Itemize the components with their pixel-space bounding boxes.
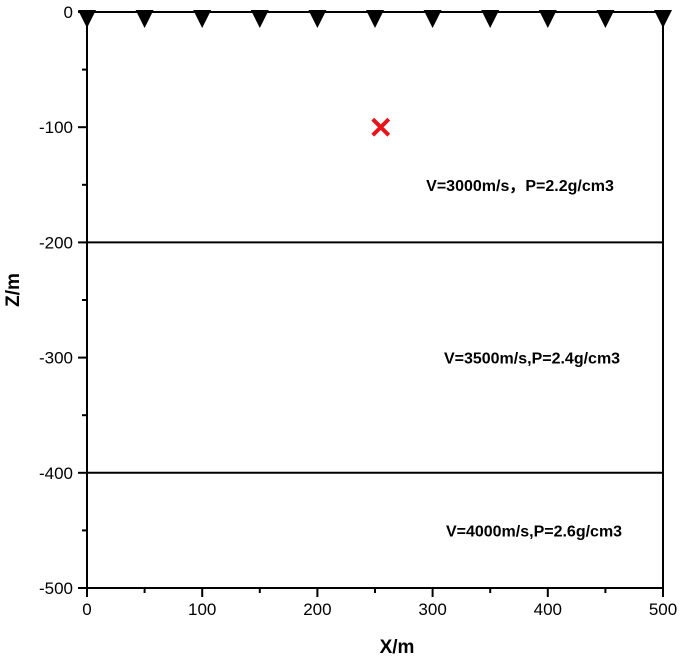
z-tick-label: -300	[39, 349, 73, 368]
layer-label: V=4000m/s,P=2.6g/cm3	[446, 523, 622, 540]
z-ticks	[78, 11, 87, 589]
x-axis-title: X/m	[380, 637, 415, 658]
inverted-triangle-icon	[481, 10, 500, 28]
x-tick-label: 500	[649, 600, 677, 619]
inverted-triangle-icon	[308, 10, 327, 28]
z-tick-label: -100	[39, 118, 73, 137]
plot-frame	[86, 11, 664, 589]
layer-label: V=3000m/s，P=2.2g/cm3	[426, 178, 614, 195]
inverted-triangle-icon	[78, 10, 96, 28]
x-cross-icon	[371, 117, 391, 137]
z-tick-label: 0	[64, 3, 73, 22]
interface-lines	[87, 241, 663, 474]
source-marker	[371, 117, 391, 137]
x-tick-labels: 0 100 200 300 400 500	[82, 600, 677, 619]
z-tick-label: -500	[39, 579, 73, 598]
z-tick-label: -200	[39, 233, 73, 252]
source-cross-stroke	[371, 117, 391, 137]
inverted-triangle-icon	[250, 10, 269, 28]
receiver-markers	[78, 10, 672, 28]
inverted-triangle-icon	[423, 10, 442, 28]
x-ticks	[86, 588, 664, 597]
x-tick-label: 0	[82, 600, 91, 619]
x-tick-label: 200	[303, 600, 331, 619]
layer-labels: V=3000m/s，P=2.2g/cm3 V=3500m/s,P=2.4g/cm…	[426, 178, 622, 541]
inverted-triangle-icon	[596, 10, 615, 28]
inverted-triangle-icon	[366, 10, 384, 28]
z-axis-title: Z/m	[3, 273, 24, 307]
inverted-triangle-icon	[193, 10, 212, 28]
z-tick-labels: 0 -100 -200 -300 -400 -500	[39, 3, 73, 598]
z-tick-label: -400	[39, 464, 73, 483]
layer-label: V=3500m/s,P=2.4g/cm3	[444, 351, 620, 368]
inverted-triangle-icon	[538, 10, 557, 28]
x-tick-label: 300	[418, 600, 446, 619]
x-tick-label: 100	[188, 600, 216, 619]
inverted-triangle-icon	[654, 10, 672, 28]
inverted-triangle-icon	[135, 10, 154, 28]
x-tick-label: 400	[534, 600, 562, 619]
